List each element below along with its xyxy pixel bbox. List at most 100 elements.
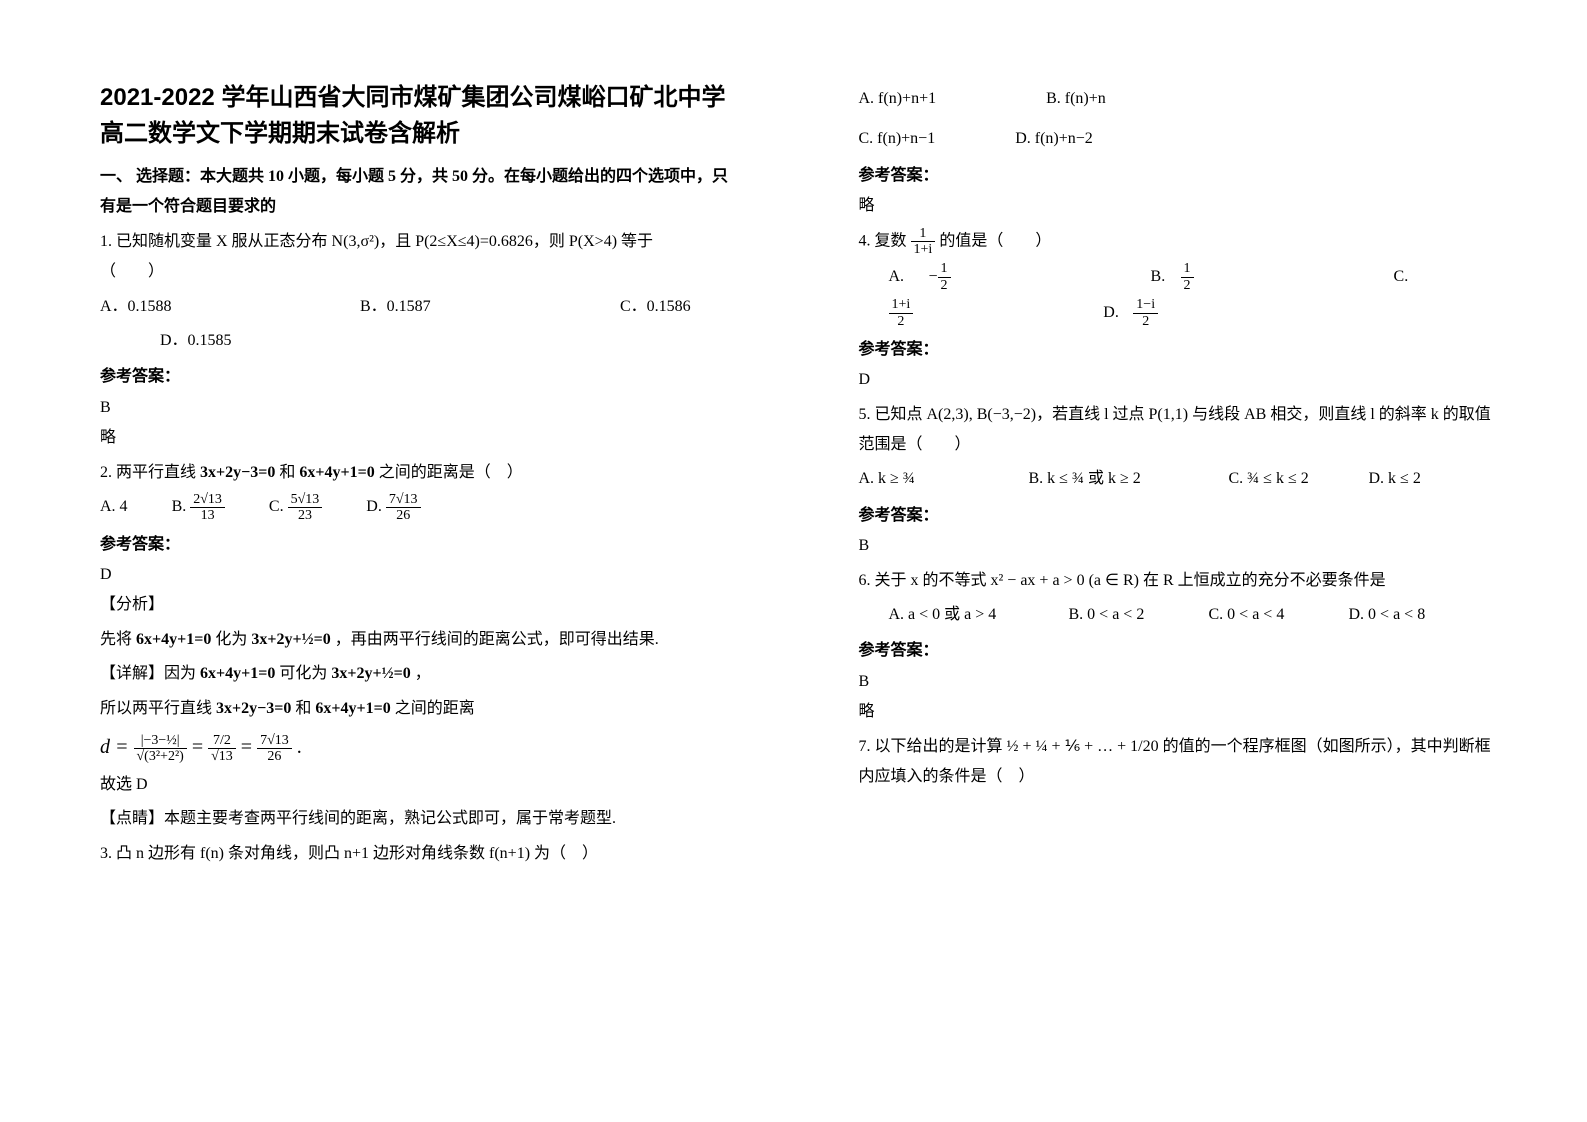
q1-ans-label: 参考答案： <box>100 362 739 392</box>
q2-l3-b: 和 <box>295 700 315 717</box>
q1-stem: 1. 已知随机变量 X 服从正态分布 N(3,σ²)，且 P(2≤X≤4)=0.… <box>100 227 739 257</box>
q2-eq2: 6x+4y+1=0 <box>299 464 374 481</box>
q4-text-b: 的值是（ ） <box>939 232 1051 249</box>
q2-d-num: 7√13 <box>386 492 421 508</box>
q2-d-den: 26 <box>386 508 421 523</box>
q6-brief: 略 <box>859 697 1498 727</box>
q2-dt-eq1: 6x+4y+1=0 <box>200 665 275 682</box>
q4-frac-den: 1+i <box>911 242 936 257</box>
q2-opt-c: C. 5√1323 <box>269 498 326 515</box>
q4-options-line1: A. − 12 B. 12 C. <box>859 261 1498 293</box>
q2-an-eq1: 6x+4y+1=0 <box>136 631 211 648</box>
q2-dt-b: 可化为 <box>279 665 331 682</box>
q2-f-den1: √(3²+2²) <box>134 749 187 764</box>
q2-f-num2: 7/2 <box>208 733 236 749</box>
q2-b-den: 13 <box>190 508 225 523</box>
q3-stem: 3. 凸 n 边形有 f(n) 条对角线，则凸 n+1 边形对角线条数 f(n+… <box>100 839 739 869</box>
q2-line3: 所以两平行直线 3x+2y−3=0 和 6x+4y+1=0 之间的距离 <box>100 694 739 724</box>
q4-b-num: 1 <box>1181 261 1194 277</box>
q1-options-line1: A．0.1588 B．0.1587 C．0.1586 <box>100 292 739 322</box>
q5-stem: 5. 已知点 A(2,3), B(−3,−2)，若直线 l 过点 P(1,1) … <box>859 400 1498 461</box>
q2-l3-c: 之间的距离 <box>395 700 475 717</box>
q4-c-num: 1+i <box>889 297 914 313</box>
q7-stem: 7. 以下给出的是计算 ½ + ¼ + ⅙ + … + 1/20 的值的一个程序… <box>859 732 1498 793</box>
q2-c-den: 23 <box>288 508 323 523</box>
q2-opt-a: A. 4 <box>100 498 128 515</box>
q4-c-den: 2 <box>889 314 914 329</box>
q2-an-c: ，再由两平行线间的距离公式，即可得出结果. <box>335 631 659 648</box>
q2-text-b: 和 <box>279 464 299 481</box>
right-column: A. f(n)+n+1 B. f(n)+n C. f(n)+n−1 D. f(n… <box>859 80 1498 869</box>
q5-opt-d: D. k ≤ 2 <box>1369 464 1421 494</box>
q6-ans-label: 参考答案： <box>859 636 1498 666</box>
q4-a-den: 2 <box>938 278 951 293</box>
q4-frac-num: 1 <box>911 226 936 242</box>
q4-options-line2: 1+i2 D. 1−i2 <box>859 297 1498 329</box>
q6-options: A. a < 0 或 a > 4 B. 0 < a < 2 C. 0 < a <… <box>859 600 1498 630</box>
q2-f-eq2: = <box>241 736 257 758</box>
q4-b-label: B. <box>1151 264 1181 290</box>
q2-c-num: 5√13 <box>288 492 323 508</box>
q2-hint: 【点睛】本题主要考查两平行线间的距离，熟记公式即可，属于常考题型. <box>100 804 739 834</box>
q4-b-den: 2 <box>1181 278 1194 293</box>
q1-opt-a: A．0.1588 <box>100 292 360 322</box>
q4-a-sign: − <box>929 264 938 290</box>
q2-dt-eq2: 3x+2y+½=0 <box>331 665 410 682</box>
q3-opt-b: B. f(n)+n <box>1046 84 1106 114</box>
q5-answer: B <box>859 531 1498 561</box>
q1-opt-c: C．0.1586 <box>620 292 691 322</box>
q2-analysis-line: 先将 6x+4y+1=0 化为 3x+2y+½=0 ，再由两平行线间的距离公式，… <box>100 625 739 655</box>
q2-an-a: 先将 <box>100 631 136 648</box>
q2-text-c: 之间的距离是（ ） <box>379 464 523 481</box>
q6-opt-a: A. a < 0 或 a > 4 <box>889 600 1069 630</box>
q5-ans-label: 参考答案： <box>859 501 1498 531</box>
left-column: 2021-2022 学年山西省大同市煤矿集团公司煤峪口矿北中学高二数学文下学期期… <box>100 80 739 869</box>
q2-b-label: B. <box>172 498 187 515</box>
q4-text-a: 4. 复数 <box>859 232 911 249</box>
q2-opt-b: B. 2√1313 <box>172 498 229 515</box>
q4-d-den: 2 <box>1133 314 1158 329</box>
q2-c-label: C. <box>269 498 284 515</box>
q2-detail-line: 【详解】因为 6x+4y+1=0 可化为 3x+2y+½=0 ， <box>100 659 739 689</box>
q2-dt-label: 【详解】因为 <box>100 665 200 682</box>
q2-an-eq2: 3x+2y+½=0 <box>251 631 330 648</box>
q2-b-num: 2√13 <box>190 492 225 508</box>
q2-formula: d = |−3−½|√(3²+2²) = 7/2√13 = 7√1326 . <box>100 728 739 766</box>
q1-brief: 略 <box>100 423 739 453</box>
q2-f-eq1: = <box>192 736 208 758</box>
q4-stem: 4. 复数 11+i 的值是（ ） <box>859 226 1498 258</box>
q2-d-label: D. <box>366 498 382 515</box>
q3-opt-a: A. f(n)+n+1 <box>859 84 937 114</box>
q2-eq1: 3x+2y−3=0 <box>200 464 275 481</box>
q2-f-a: d = <box>100 736 134 758</box>
q2-answer: D <box>100 560 739 590</box>
q2-l3-eq2: 6x+4y+1=0 <box>315 700 390 717</box>
q4-d-label: D. <box>1103 300 1133 326</box>
q6-stem: 6. 关于 x 的不等式 x² − ax + a > 0 (a ∈ R) 在 R… <box>859 566 1498 596</box>
section-1-title: 一、 选择题：本大题共 10 小题，每小题 5 分，共 50 分。在每小题给出的… <box>100 162 739 223</box>
q2-f-num1: |−3−½| <box>134 733 187 749</box>
q2-ans-label: 参考答案： <box>100 530 739 560</box>
q6-opt-b: B. 0 < a < 2 <box>1069 600 1209 630</box>
q7-text-a: 7. 以下给出的是计算 <box>859 738 1007 755</box>
q3-options-line1: A. f(n)+n+1 B. f(n)+n <box>859 84 1498 114</box>
q4-answer: D <box>859 365 1498 395</box>
q6-opt-d: D. 0 < a < 8 <box>1349 600 1426 630</box>
q6-opt-c: C. 0 < a < 4 <box>1209 600 1349 630</box>
q5-opt-b: B. k ≤ ¾ 或 k ≥ 2 <box>1029 464 1229 494</box>
q7-sum: ½ + ¼ + ⅙ + … + 1/20 <box>1007 738 1159 755</box>
q5-opt-c: C. ¾ ≤ k ≤ 2 <box>1229 464 1369 494</box>
q2-l3-eq1: 3x+2y−3=0 <box>216 700 291 717</box>
q1-opt-b: B．0.1587 <box>360 292 620 322</box>
q1-text: 1. 已知随机变量 X 服从正态分布 N(3,σ²)，且 P(2≤X≤4)=0.… <box>100 233 653 250</box>
q3-options-line2: C. f(n)+n−1 D. f(n)+n−2 <box>859 124 1498 154</box>
q5-opt-a: A. k ≥ ¾ <box>859 464 1029 494</box>
q4-a-num: 1 <box>938 261 951 277</box>
q2-an-b: 化为 <box>215 631 251 648</box>
q1-paren: （ ） <box>100 257 739 287</box>
q2-text-a: 2. 两平行直线 <box>100 464 196 481</box>
q3-brief: 略 <box>859 191 1498 221</box>
q1-answer: B <box>100 393 739 423</box>
q2-l3-a: 所以两平行直线 <box>100 700 216 717</box>
q3-opt-d: D. f(n)+n−2 <box>1015 124 1093 154</box>
